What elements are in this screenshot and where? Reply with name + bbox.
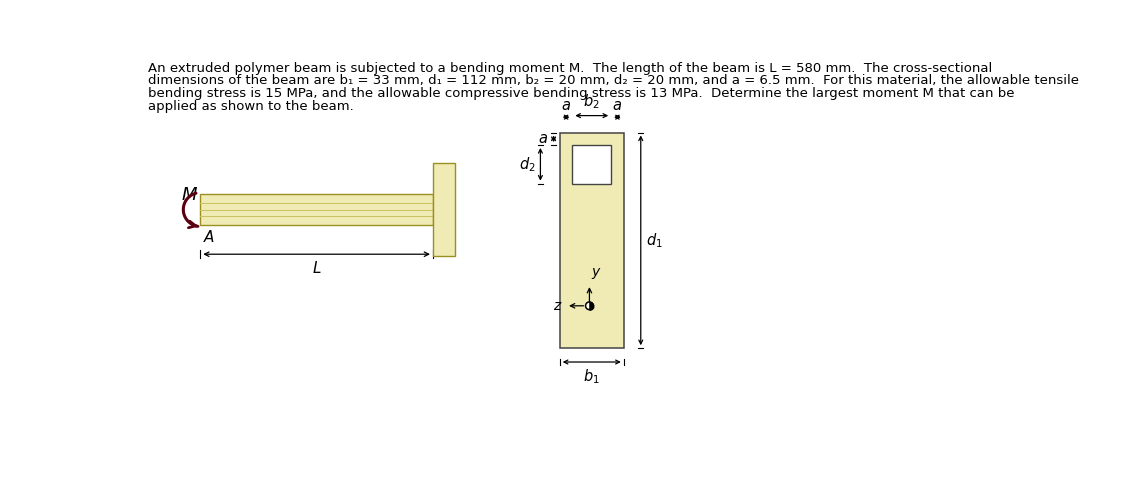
Circle shape <box>586 302 593 310</box>
Text: $M$: $M$ <box>181 186 198 204</box>
Text: $d_1$: $d_1$ <box>646 231 663 249</box>
Text: $a$: $a$ <box>612 99 622 113</box>
Text: $L$: $L$ <box>312 259 321 276</box>
Text: applied as shown to the beam.: applied as shown to the beam. <box>148 100 354 113</box>
Text: $d_2$: $d_2$ <box>519 155 536 174</box>
Bar <box>200 194 432 225</box>
Bar <box>572 145 611 184</box>
Text: $b_2$: $b_2$ <box>584 92 600 111</box>
Text: $a$: $a$ <box>538 132 549 146</box>
Text: An extruded polymer beam is subjected to a bending moment M.  The length of the : An extruded polymer beam is subjected to… <box>148 62 992 75</box>
Text: $A$: $A$ <box>203 229 215 245</box>
Bar <box>560 133 624 348</box>
Text: bending stress is 15 MPa, and the allowable compressive bending stress is 13 MPa: bending stress is 15 MPa, and the allowa… <box>148 87 1015 100</box>
Text: $b_1$: $b_1$ <box>584 367 600 386</box>
Text: $z$: $z$ <box>553 299 563 313</box>
Text: $a$: $a$ <box>561 99 571 113</box>
Text: dimensions of the beam are b₁ = 33 mm, d₁ = 112 mm, b₂ = 20 mm, d₂ = 20 mm, and : dimensions of the beam are b₁ = 33 mm, d… <box>148 74 1080 88</box>
Bar <box>432 163 454 256</box>
Text: $y$: $y$ <box>591 266 602 281</box>
Text: $B$: $B$ <box>435 229 446 245</box>
